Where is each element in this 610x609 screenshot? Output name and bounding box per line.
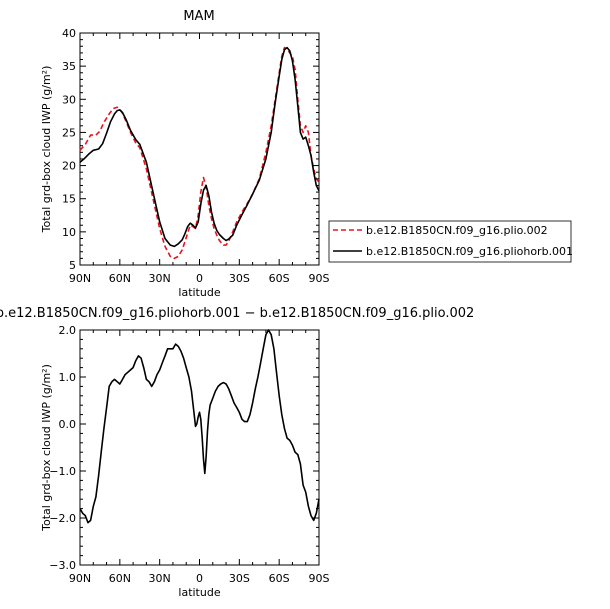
bottom-xtick-label: 90S: [309, 572, 330, 585]
top-xtick-label: 60S: [269, 272, 290, 285]
bottom-xtick-label: 60N: [109, 572, 131, 585]
bottom-xtick-label: 60S: [269, 572, 290, 585]
bottom-series-line-1: [79, 329, 320, 524]
legend: b.e12.B1850CN.f09_g16.plio.002 b.e12.B18…: [328, 220, 573, 263]
legend-label-1: b.e12.B1850CN.f09_g16.plio.002: [366, 224, 548, 237]
bottom-ytick-label: 1.0: [59, 371, 77, 384]
chart-top: 90N 60N 30N 0 30S 60S 90S 5 10 15 20 25 30 35 40 MAM lat…: [40, 9, 330, 299]
top-xtick-label: 0: [196, 272, 203, 285]
top-xtick-label: 90N: [69, 272, 91, 285]
bottom-xtick-label: 0: [196, 572, 203, 585]
top-xtick-label: 60N: [109, 272, 131, 285]
top-xtick-label: 30S: [229, 272, 250, 285]
top-series-line-1: [79, 46, 320, 260]
top-y-axis-label: Total grd-box cloud IWP (g/m²): [40, 66, 53, 234]
top-series-line-2: [79, 46, 320, 248]
chart-bottom: 90N 60N 30N 0 30S 60S 90S −3.0 −2.0 −1.0 0.0 1.0 2.0…: [0, 306, 474, 599]
bottom-xtick-label: 30N: [149, 572, 171, 585]
bottom-plot-frame: [79, 329, 320, 566]
top-x-axis-label: latitude: [178, 286, 220, 299]
top-ytick-label: 5: [69, 259, 76, 272]
top-plot-frame: [79, 32, 320, 266]
top-ytick-label: 35: [62, 60, 76, 73]
top-ytick-label: 20: [62, 160, 76, 173]
top-ytick-label: 10: [62, 226, 76, 239]
top-xtick-label: 30N: [149, 272, 171, 285]
legend-label-2: b.e12.B1850CN.f09_g16.pliohorb.001: [366, 245, 573, 258]
bottom-ytick-label: 0.0: [59, 418, 77, 431]
top-xtick-label: 90S: [309, 272, 330, 285]
top-ytick-label: 30: [62, 93, 76, 106]
bottom-x-axis-label: latitude: [178, 586, 220, 599]
bottom-ytick-label: 2.0: [59, 324, 77, 337]
bottom-ytick-label: −1.0: [49, 465, 76, 478]
legend-box: [328, 220, 572, 263]
bottom-xtick-label: 90N: [69, 572, 91, 585]
top-ytick-label: 25: [62, 126, 76, 139]
bottom-ytick-label: −2.0: [49, 512, 76, 525]
top-chart-title: MAM: [183, 9, 214, 24]
top-ytick-label: 15: [62, 193, 76, 206]
bottom-xtick-label: 30S: [229, 572, 250, 585]
bottom-y-axis-label: Total grd-box cloud IWP (g/m²): [40, 364, 53, 532]
bottom-ytick-label: −3.0: [49, 559, 76, 572]
bottom-chart-title: b.e12.B1850CN.f09_g16.pliohorb.001 − b.e…: [0, 306, 474, 321]
top-ytick-label: 40: [62, 27, 76, 40]
